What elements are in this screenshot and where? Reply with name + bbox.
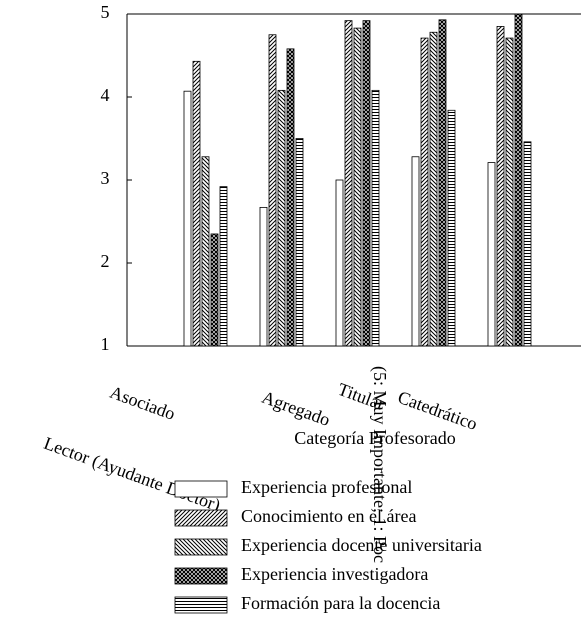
legend-swatch <box>174 509 228 527</box>
legend-swatch <box>174 596 228 614</box>
y-tick-label: 5 <box>101 2 110 22</box>
bar <box>219 186 228 347</box>
x-tick-label: Agregado <box>259 387 333 430</box>
y-tick-label: 2 <box>101 251 110 271</box>
legend-swatch <box>174 480 228 498</box>
legend-label: Experiencia investigadora <box>241 564 428 584</box>
bar <box>429 31 438 347</box>
bar <box>505 37 514 347</box>
bar <box>371 89 380 347</box>
bar <box>411 156 420 347</box>
legend-swatch <box>174 538 228 556</box>
y-tick-label: 4 <box>101 85 110 105</box>
bar <box>192 60 201 347</box>
legend-label: Experiencia profesional <box>241 477 412 497</box>
x-tick-label: Catedrático <box>395 387 480 434</box>
bar <box>277 89 286 347</box>
bar <box>523 141 532 347</box>
bar <box>210 233 219 347</box>
bar <box>496 26 505 347</box>
bar <box>487 162 496 347</box>
legend-swatch <box>174 567 228 585</box>
legend-label: Conocimiento en el área <box>241 506 416 526</box>
bar <box>268 34 277 347</box>
bar <box>259 206 268 347</box>
bar <box>353 27 362 347</box>
x-tick-label: Asociado <box>107 382 178 424</box>
y-tick-label: 3 <box>101 168 110 188</box>
legend-label: Formación para la docencia <box>241 593 440 613</box>
bar <box>447 109 456 347</box>
bar <box>295 138 304 347</box>
bar <box>438 19 447 347</box>
bar <box>286 48 295 347</box>
bar <box>335 179 344 347</box>
legend-label: Experiencia docente universitaria <box>241 535 482 555</box>
bar <box>362 20 371 347</box>
bar <box>420 37 429 347</box>
bar <box>183 90 192 347</box>
y-axis-label: (5: Muy Importante; 1: Poc <box>369 366 390 563</box>
bar <box>201 156 210 347</box>
bar <box>514 13 523 347</box>
y-tick-label: 1 <box>101 334 110 354</box>
x-tick-label: Lector (Ayudante Doctor) <box>41 433 223 516</box>
x-axis-label: Categoría Profesorado <box>294 428 455 448</box>
bar <box>344 20 353 347</box>
